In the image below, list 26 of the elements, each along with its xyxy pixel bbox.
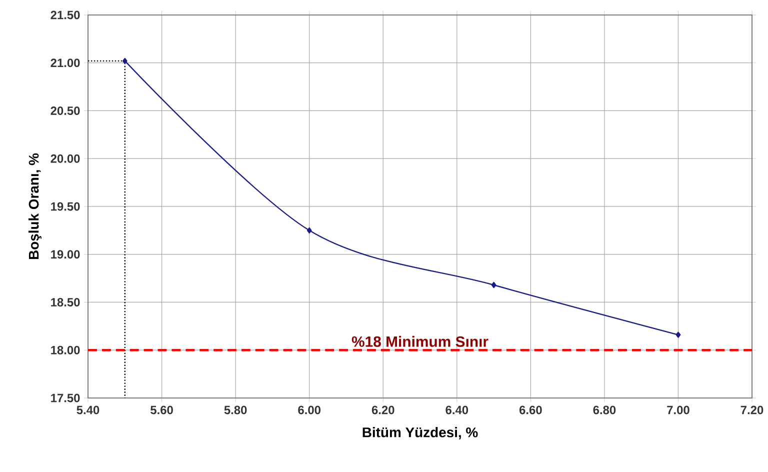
x-tick-label: 6.00 [298, 406, 320, 414]
x-tick-label: 6.80 [593, 406, 616, 414]
x-tick-label: 7.00 [667, 406, 690, 414]
x-tick-label: 6.20 [372, 406, 394, 414]
x-tick-label: 5.80 [224, 406, 247, 414]
point [491, 282, 496, 288]
x-tick-label: 6.40 [446, 406, 468, 414]
y-tick-label: 20.00 [50, 154, 80, 163]
y-tick-label: 18.00 [51, 346, 80, 354]
y-axis-title: Boşluk Oranı, % [28, 153, 42, 260]
y-tick-label: 21.50 [50, 10, 80, 20]
x-tick-label: 6.60 [519, 406, 542, 414]
x-tick-label: 5.60 [150, 406, 173, 414]
y-tick-label: 18.50 [51, 298, 80, 306]
x-tick-label: 7.20 [740, 406, 764, 414]
y-tick-label: 19.00 [51, 250, 80, 259]
point [306, 227, 312, 234]
y-tick-label: 20.50 [50, 106, 80, 115]
ref-line-label: %18 Minimum Sınır [352, 336, 488, 347]
y-tick-label: 19.50 [51, 202, 80, 211]
point [676, 332, 681, 338]
x-axis-title: Bitüm Yüzdesi, % [362, 427, 478, 440]
y-tick-label: 17.50 [51, 394, 80, 402]
point [122, 58, 128, 64]
x-tick-label: 5.40 [76, 406, 100, 414]
y-tick-label: 21.00 [50, 58, 80, 68]
